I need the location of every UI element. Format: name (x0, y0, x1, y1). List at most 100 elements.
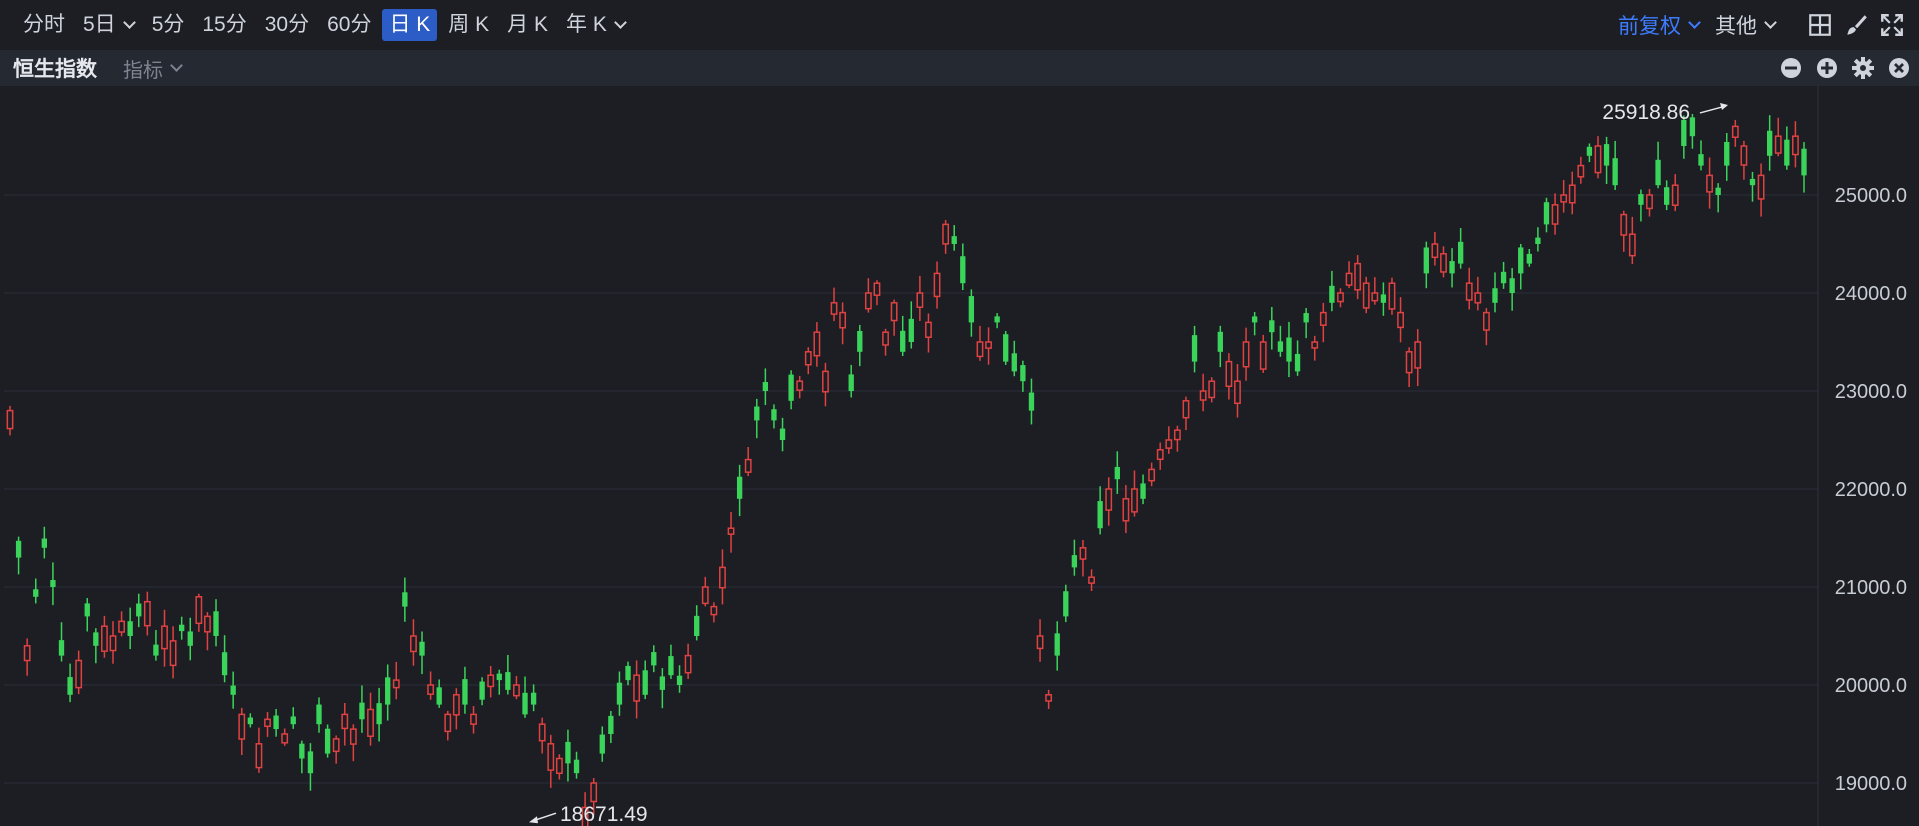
candle-body (530, 692, 537, 705)
toolbar-right: 前复权 其他 (1618, 0, 1905, 50)
candle-body (1774, 135, 1782, 154)
close-circle-icon[interactable] (1887, 56, 1911, 80)
candle-body (1663, 187, 1670, 205)
candle-body (1225, 360, 1233, 388)
candle-body (402, 592, 408, 607)
candle-body (1474, 292, 1482, 304)
candle-body (1020, 365, 1026, 382)
candle-body (651, 652, 657, 666)
candle-body (1182, 400, 1190, 419)
period-tab-5min[interactable]: 5分 (151, 13, 185, 36)
candle-body (942, 223, 950, 245)
candle-body (1715, 187, 1721, 195)
candle-body (1681, 119, 1687, 146)
period-tab-15min[interactable]: 15分 (202, 13, 247, 36)
candle-body (1294, 353, 1301, 372)
minus-circle-icon[interactable] (1779, 56, 1803, 80)
period-tab-timeshare[interactable]: 分时 (23, 13, 65, 36)
period-tab-daily-k[interactable]: 日 K (382, 9, 438, 41)
candle-body (1354, 262, 1362, 291)
y-tick-label: 19000.0 (1835, 773, 1907, 795)
candle-body (109, 635, 117, 652)
period-tab-yearly-k[interactable]: 年 K (559, 9, 632, 41)
candle-body (788, 374, 794, 401)
candle-body (1036, 635, 1044, 650)
low-price-arrowhead (529, 816, 538, 824)
candle-body (153, 644, 159, 656)
candle-body (204, 615, 211, 633)
candle-body (960, 256, 966, 284)
candle-body (1337, 292, 1344, 303)
candle-body (1251, 316, 1258, 323)
candle-body (1620, 213, 1628, 236)
candle-body (385, 677, 391, 705)
other-dropdown[interactable]: 其他 (1715, 10, 1777, 40)
price-adjust-dropdown[interactable]: 前复权 (1618, 10, 1701, 40)
candle-body (771, 409, 777, 421)
candle-body (1011, 353, 1017, 372)
candle-body (857, 330, 863, 352)
candle-body (1208, 380, 1216, 399)
candle-body (625, 665, 631, 681)
candle-body (616, 682, 623, 705)
candle-body (496, 673, 502, 681)
candle-body (264, 718, 271, 728)
candle-body (1148, 468, 1156, 482)
candle-body (822, 370, 829, 393)
low-price-label: 18671.49 (560, 803, 648, 826)
candle-body (281, 733, 289, 744)
chevron-down-icon (122, 16, 136, 29)
candle-body (694, 615, 700, 636)
period-tab-weekly-k[interactable]: 周 K (448, 13, 490, 36)
candle-body (754, 406, 760, 421)
candle-body (1286, 337, 1292, 362)
candle-body (1423, 247, 1429, 274)
candle-body (933, 272, 941, 298)
candle-body (273, 715, 279, 730)
period-tab-30min[interactable]: 30分 (264, 13, 310, 36)
indicator-dropdown[interactable]: 指标 (123, 54, 183, 83)
candle-body (359, 702, 365, 720)
candle-body (538, 723, 546, 742)
candle-body (736, 476, 743, 499)
candle-body (1757, 174, 1765, 200)
candle-body (848, 374, 854, 391)
brush-icon[interactable] (1843, 12, 1869, 38)
layout-grid-icon[interactable] (1807, 12, 1833, 38)
candle-body (410, 635, 417, 653)
candle-body (444, 713, 452, 733)
fullscreen-icon[interactable] (1879, 12, 1905, 38)
candle-body (1140, 483, 1146, 499)
candle-body (1217, 331, 1223, 352)
candle-body (367, 708, 374, 737)
candle-body (1500, 271, 1507, 284)
candle-body (555, 757, 563, 775)
candle-body (1568, 184, 1576, 204)
candle-body (1131, 488, 1138, 513)
candle-body (873, 282, 881, 296)
candle-body (1199, 390, 1207, 401)
gear-icon[interactable] (1851, 56, 1875, 80)
period-tab-60min[interactable]: 60分 (327, 13, 372, 36)
plus-circle-icon[interactable] (1815, 56, 1839, 80)
candle-body (238, 713, 246, 740)
candle-body (41, 538, 47, 548)
candlestick-chart[interactable]: 19000.0 20000.0 21000.0 22000.0 23000.0 24000… (0, 86, 1919, 826)
candle-body (213, 611, 219, 636)
candle-body (15, 540, 22, 558)
period-tab-monthly-k[interactable]: 月 K (507, 13, 548, 36)
y-tick-label: 24000.0 (1835, 283, 1907, 305)
candle-body (487, 674, 495, 688)
candle-body (985, 341, 992, 349)
candle-body (1551, 204, 1559, 225)
candle-body (1191, 335, 1198, 362)
candle-body (1724, 141, 1730, 166)
period-tab-5day[interactable]: 5日 (76, 9, 141, 41)
candle-body (1122, 498, 1130, 522)
candle-body (324, 728, 331, 754)
candle-body (1414, 341, 1422, 369)
candle-body (392, 679, 400, 689)
candle-body (195, 596, 203, 625)
candle-body (1362, 282, 1370, 309)
candle-body (1655, 159, 1661, 186)
